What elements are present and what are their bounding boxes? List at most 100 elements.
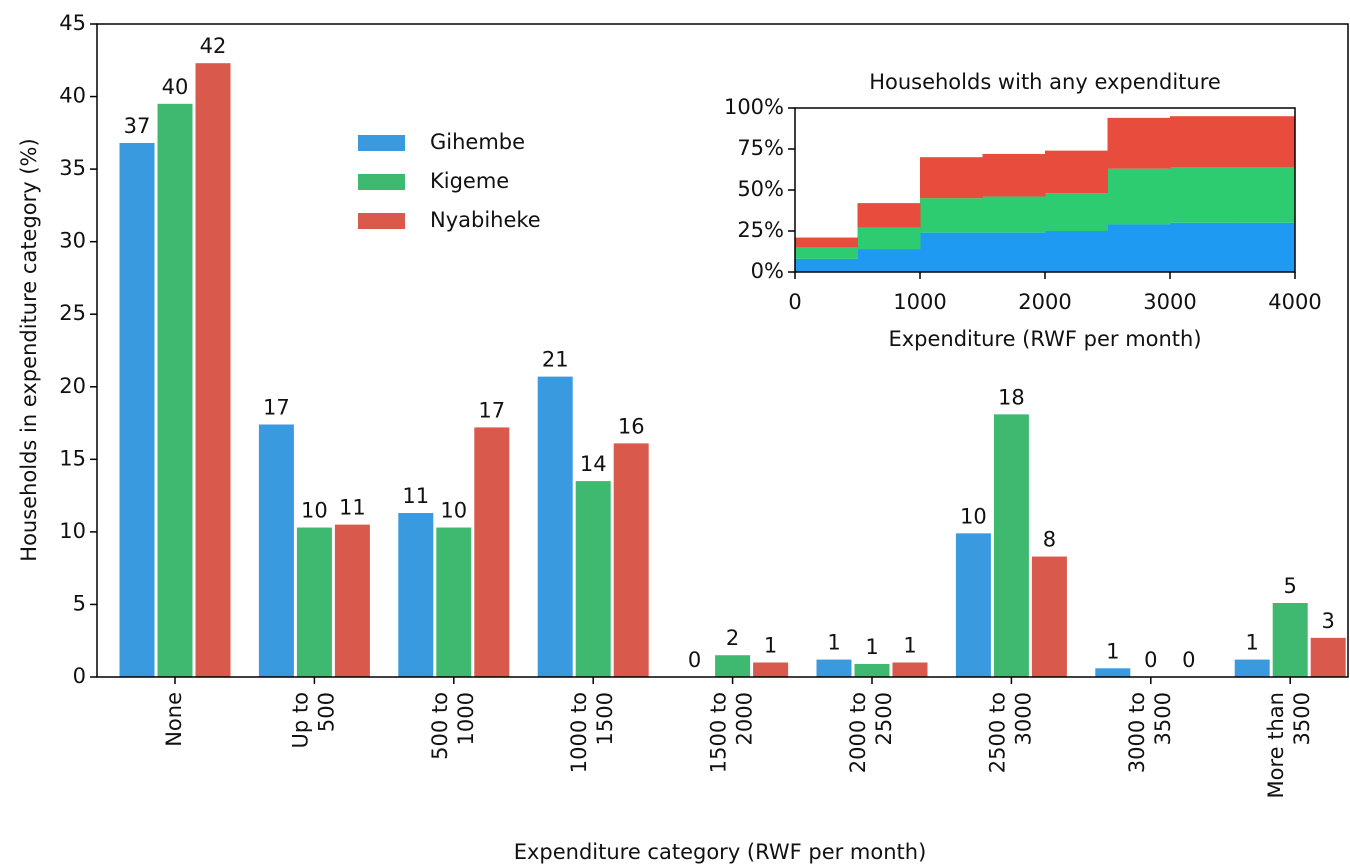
value-label: 3: [1322, 609, 1335, 633]
step-area-segment: [1107, 224, 1171, 272]
y-tick-label: 5: [73, 591, 86, 615]
y-tick-label: 30: [59, 229, 86, 253]
step-area-segment: [857, 203, 921, 228]
bar: [613, 443, 649, 677]
bar: [854, 663, 890, 677]
y-axis-label: Households in expenditure category (%): [17, 138, 41, 561]
x-tick-label: 500 to1000: [428, 692, 478, 760]
legend-swatch: [358, 213, 405, 229]
x-axis-label: Expenditure category (RWF per month): [514, 840, 927, 864]
inset-x-tick-label: 1000: [893, 290, 946, 314]
step-area-segment: [1107, 117, 1171, 169]
bar: [1310, 637, 1346, 677]
bar: [119, 142, 155, 678]
value-label: 0: [1144, 648, 1157, 672]
value-label: 0: [688, 648, 701, 672]
bar: [474, 427, 510, 677]
value-label: 2: [726, 626, 739, 650]
value-label: 18: [998, 385, 1025, 409]
step-area-segment: [795, 237, 858, 248]
step-area-segment: [857, 249, 921, 272]
legend-label: Nyabiheke: [430, 208, 541, 232]
value-label: 42: [200, 34, 227, 58]
value-label: 10: [440, 499, 467, 523]
value-label: 1: [827, 631, 840, 655]
inset-y-tick-label: 0%: [751, 259, 784, 283]
value-label: 8: [1043, 528, 1056, 552]
value-label: 14: [580, 452, 607, 476]
bar: [955, 533, 991, 677]
inset-x-tick-label: 0: [788, 290, 801, 314]
step-area-segment: [982, 153, 1046, 197]
bar: [195, 63, 231, 678]
value-label: 37: [124, 114, 151, 138]
step-area-segment: [1045, 193, 1108, 231]
step-area-segment: [1232, 167, 1296, 223]
inset-y-tick-label: 50%: [737, 177, 784, 201]
y-tick-label: 10: [59, 519, 86, 543]
value-label: 11: [402, 484, 429, 508]
inset-x-tick-label: 3000: [1143, 290, 1196, 314]
y-tick-label: 40: [59, 84, 86, 108]
bar: [157, 103, 193, 678]
inset-y-tick-label: 100%: [724, 95, 784, 119]
step-area-segment: [1045, 231, 1108, 272]
step-area-segment: [1232, 116, 1296, 168]
value-label: 21: [542, 348, 569, 372]
x-tick-label: 1500 to2000: [707, 692, 757, 773]
bar: [436, 527, 472, 677]
value-label: 1: [1246, 631, 1259, 655]
step-area-segment: [1232, 222, 1296, 272]
bar: [1272, 602, 1308, 677]
x-tick-label: More than3500: [1264, 692, 1314, 798]
x-tick-label: 1000 to1500: [567, 692, 617, 773]
value-label: 17: [263, 396, 290, 420]
bar: [753, 662, 789, 677]
step-area-segment: [1170, 167, 1233, 223]
inset-title: Households with any expenditure: [869, 70, 1221, 94]
step-area-segment: [982, 232, 1046, 272]
x-tick-label: 3000 to3500: [1125, 692, 1175, 773]
step-area-segment: [920, 232, 983, 272]
bar: [398, 513, 434, 677]
x-tick-label: 2500 to3000: [985, 692, 1035, 773]
legend-swatch: [358, 135, 405, 151]
inset-y-tick-label: 25%: [737, 218, 784, 242]
value-label: 16: [618, 414, 645, 438]
y-tick-label: 0: [73, 664, 86, 688]
step-area-segment: [857, 227, 921, 250]
value-label: 40: [162, 75, 189, 99]
inset-x-tick-label: 4000: [1268, 290, 1321, 314]
step-area-segment: [1170, 116, 1233, 168]
value-label: 1: [764, 633, 777, 657]
inset-x-axis-label: Expenditure (RWF per month): [888, 327, 1201, 351]
value-label: 17: [478, 398, 505, 422]
step-area-segment: [920, 198, 983, 233]
value-label: 0: [1182, 648, 1195, 672]
value-label: 5: [1284, 574, 1297, 598]
bar: [1031, 556, 1067, 677]
inset-x-tick-label: 2000: [1018, 290, 1071, 314]
bar: [892, 662, 928, 677]
bar: [1095, 668, 1131, 677]
step-area-segment: [1045, 150, 1108, 194]
bar: [296, 527, 332, 677]
step-area-segment: [1170, 222, 1233, 272]
value-label: 1: [865, 635, 878, 659]
legend-label: Kigeme: [430, 169, 509, 193]
y-tick-label: 25: [59, 301, 86, 325]
step-area-segment: [1107, 168, 1171, 225]
inset-y-tick-label: 75%: [737, 136, 784, 160]
value-label: 10: [301, 499, 328, 523]
value-label: 11: [339, 496, 366, 520]
bar: [575, 481, 611, 677]
x-tick-label: None: [162, 692, 186, 747]
step-area-segment: [795, 258, 858, 272]
x-tick-label: Up to500: [288, 692, 338, 748]
y-tick-label: 20: [59, 374, 86, 398]
legend-label: Gihembe: [430, 130, 525, 154]
bar: [993, 414, 1029, 677]
y-tick-label: 35: [59, 156, 86, 180]
main-frame: [96, 23, 1349, 678]
